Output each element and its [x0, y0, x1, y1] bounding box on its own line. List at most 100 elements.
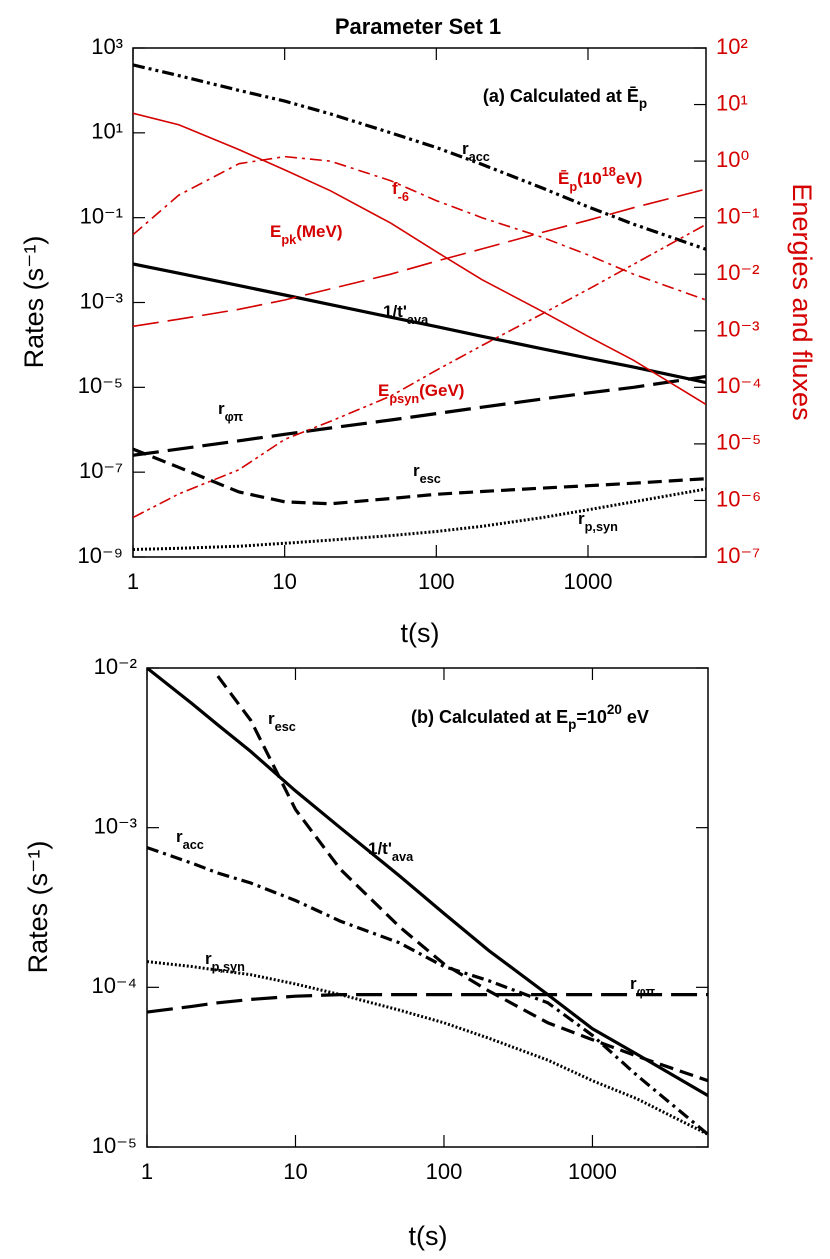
curve-label-part: ava	[407, 312, 429, 327]
x-tick-label: 1000	[564, 569, 613, 594]
series-line	[133, 112, 706, 406]
y2-tick-label: 10⁻²	[716, 260, 759, 285]
panel-title-part: p	[639, 96, 647, 111]
panel-title-part: =10	[576, 707, 607, 727]
y-tick-label: 10⁻⁹	[77, 543, 123, 568]
y-tick-label: 10⁻²	[94, 654, 137, 679]
x-tick-label: 10	[283, 1159, 307, 1184]
y2-tick-label: 10⁻⁵	[716, 430, 761, 455]
curve-label-part: 18	[602, 164, 616, 179]
curve-label-part: r	[176, 827, 183, 846]
curve-label-part: acc	[183, 837, 204, 852]
panel-title-part: Ē	[627, 86, 639, 106]
curve-label-part: -6	[398, 189, 409, 204]
x-tick-label: 100	[418, 569, 455, 594]
series-line	[133, 188, 706, 328]
y-axis-label: Rates (s⁻¹)	[23, 841, 53, 974]
curve-label-part: Ē	[558, 169, 569, 188]
x-axis-label: t(s)	[401, 618, 440, 648]
curve-label: Epsyn(GeV)	[378, 381, 464, 405]
curve-label-part: r	[630, 974, 637, 993]
curve-label-part: esc	[420, 471, 441, 486]
y2-tick-label: 10⁻⁶	[716, 486, 761, 511]
y-tick-label: 10³	[91, 34, 123, 59]
plot-frame	[146, 667, 709, 1148]
plot-area	[133, 63, 706, 551]
y-tick-label: 10⁻⁵	[78, 373, 123, 398]
curve-label-part: p,syn	[212, 959, 245, 974]
y2-tick-label: 10²	[716, 34, 748, 59]
y-tick-label: 10⁻⁵	[92, 1133, 137, 1158]
y2-tick-label: 10¹	[716, 90, 748, 115]
y2-tick-label: 10⁻⁴	[716, 373, 762, 398]
curve-label: Ēp(1018eV)	[558, 164, 642, 194]
series-line	[133, 487, 706, 551]
series-line	[133, 155, 706, 301]
figure-title: Parameter Set 1	[335, 14, 501, 39]
curve-label-part: (10	[577, 169, 602, 188]
curve-label-part: esc	[275, 719, 296, 734]
curve-label-part: p	[569, 179, 577, 194]
curve-label-part: ava	[392, 849, 414, 864]
series-line	[133, 223, 706, 519]
curve-label: Epk(MeV)	[270, 222, 343, 246]
curve-label: racc	[176, 827, 204, 851]
y2-tick-label: 10⁻¹	[716, 203, 759, 228]
x-tick-label: 1	[141, 1159, 153, 1184]
curve-label: resc	[413, 461, 441, 485]
panel-title: (a) Calculated at Ēp	[483, 86, 647, 111]
curve-label-part: p,syn	[585, 519, 618, 534]
x-tick-label: 1	[127, 569, 139, 594]
y-tick-label: 10⁻³	[80, 288, 123, 313]
curve-label-part: 1/t'	[368, 839, 392, 858]
y-tick-label: 10⁻¹	[80, 203, 123, 228]
curve-label-part: r	[218, 399, 225, 418]
curve-label: racc	[462, 139, 490, 163]
panel-title: (b) Calculated at Ep=1020 eV	[411, 702, 649, 732]
y-tick-label: 10¹	[91, 119, 123, 144]
curve-label: 1/t'ava	[368, 839, 414, 863]
curve-label-part: (GeV)	[419, 381, 464, 400]
x-axis-label: t(s)	[409, 1221, 448, 1251]
series-line	[147, 960, 708, 1136]
panel-title-part: eV	[622, 707, 649, 727]
y2-tick-label: 10⁻⁷	[716, 543, 760, 568]
panel-title-part: 20	[607, 702, 622, 717]
series-line	[133, 374, 706, 457]
series-line	[133, 262, 706, 385]
panel-title-part: p	[568, 717, 576, 732]
y-tick-label: 10⁻³	[94, 813, 137, 838]
curve-label-part: r	[268, 709, 275, 728]
curve-label-part: E	[378, 381, 389, 400]
curve-label-part: r	[462, 139, 469, 158]
y2-tick-label: 10⁻³	[716, 317, 759, 342]
y2-axis-label: Energies and fluxes	[787, 183, 817, 420]
curve-label: rφπ	[218, 399, 243, 423]
curve-label-part: r	[578, 509, 585, 528]
plot-area	[147, 668, 708, 1136]
series-line	[147, 668, 708, 1097]
curve-label-part: r	[413, 461, 420, 480]
x-tick-label: 10	[272, 569, 296, 594]
curve-label-part: pk	[281, 232, 297, 247]
series-line	[147, 846, 708, 1136]
curve-label: rφπ	[630, 974, 655, 998]
x-tick-label: 100	[426, 1159, 463, 1184]
curve-label-part: (MeV)	[296, 222, 342, 241]
series-line	[147, 993, 708, 1014]
y2-tick-label: 10⁰	[716, 147, 749, 172]
curve-label: rp,syn	[205, 949, 245, 973]
curve-label-part: 1/t'	[383, 302, 407, 321]
curve-label: resc	[268, 709, 296, 733]
series-line	[133, 447, 706, 506]
x-tick-label: 1000	[568, 1159, 617, 1184]
curve-label-part: eV)	[616, 169, 642, 188]
curve-label: f-6	[392, 179, 409, 203]
y-axis-label: Rates (s⁻¹)	[19, 236, 49, 369]
panel-title-part: (b) Calculated at E	[411, 707, 568, 727]
y-tick-label: 10⁻⁷	[79, 458, 123, 483]
curve-label: 1/t'ava	[383, 302, 429, 326]
series-line	[133, 63, 706, 251]
curve-label-part: psyn	[389, 391, 419, 406]
